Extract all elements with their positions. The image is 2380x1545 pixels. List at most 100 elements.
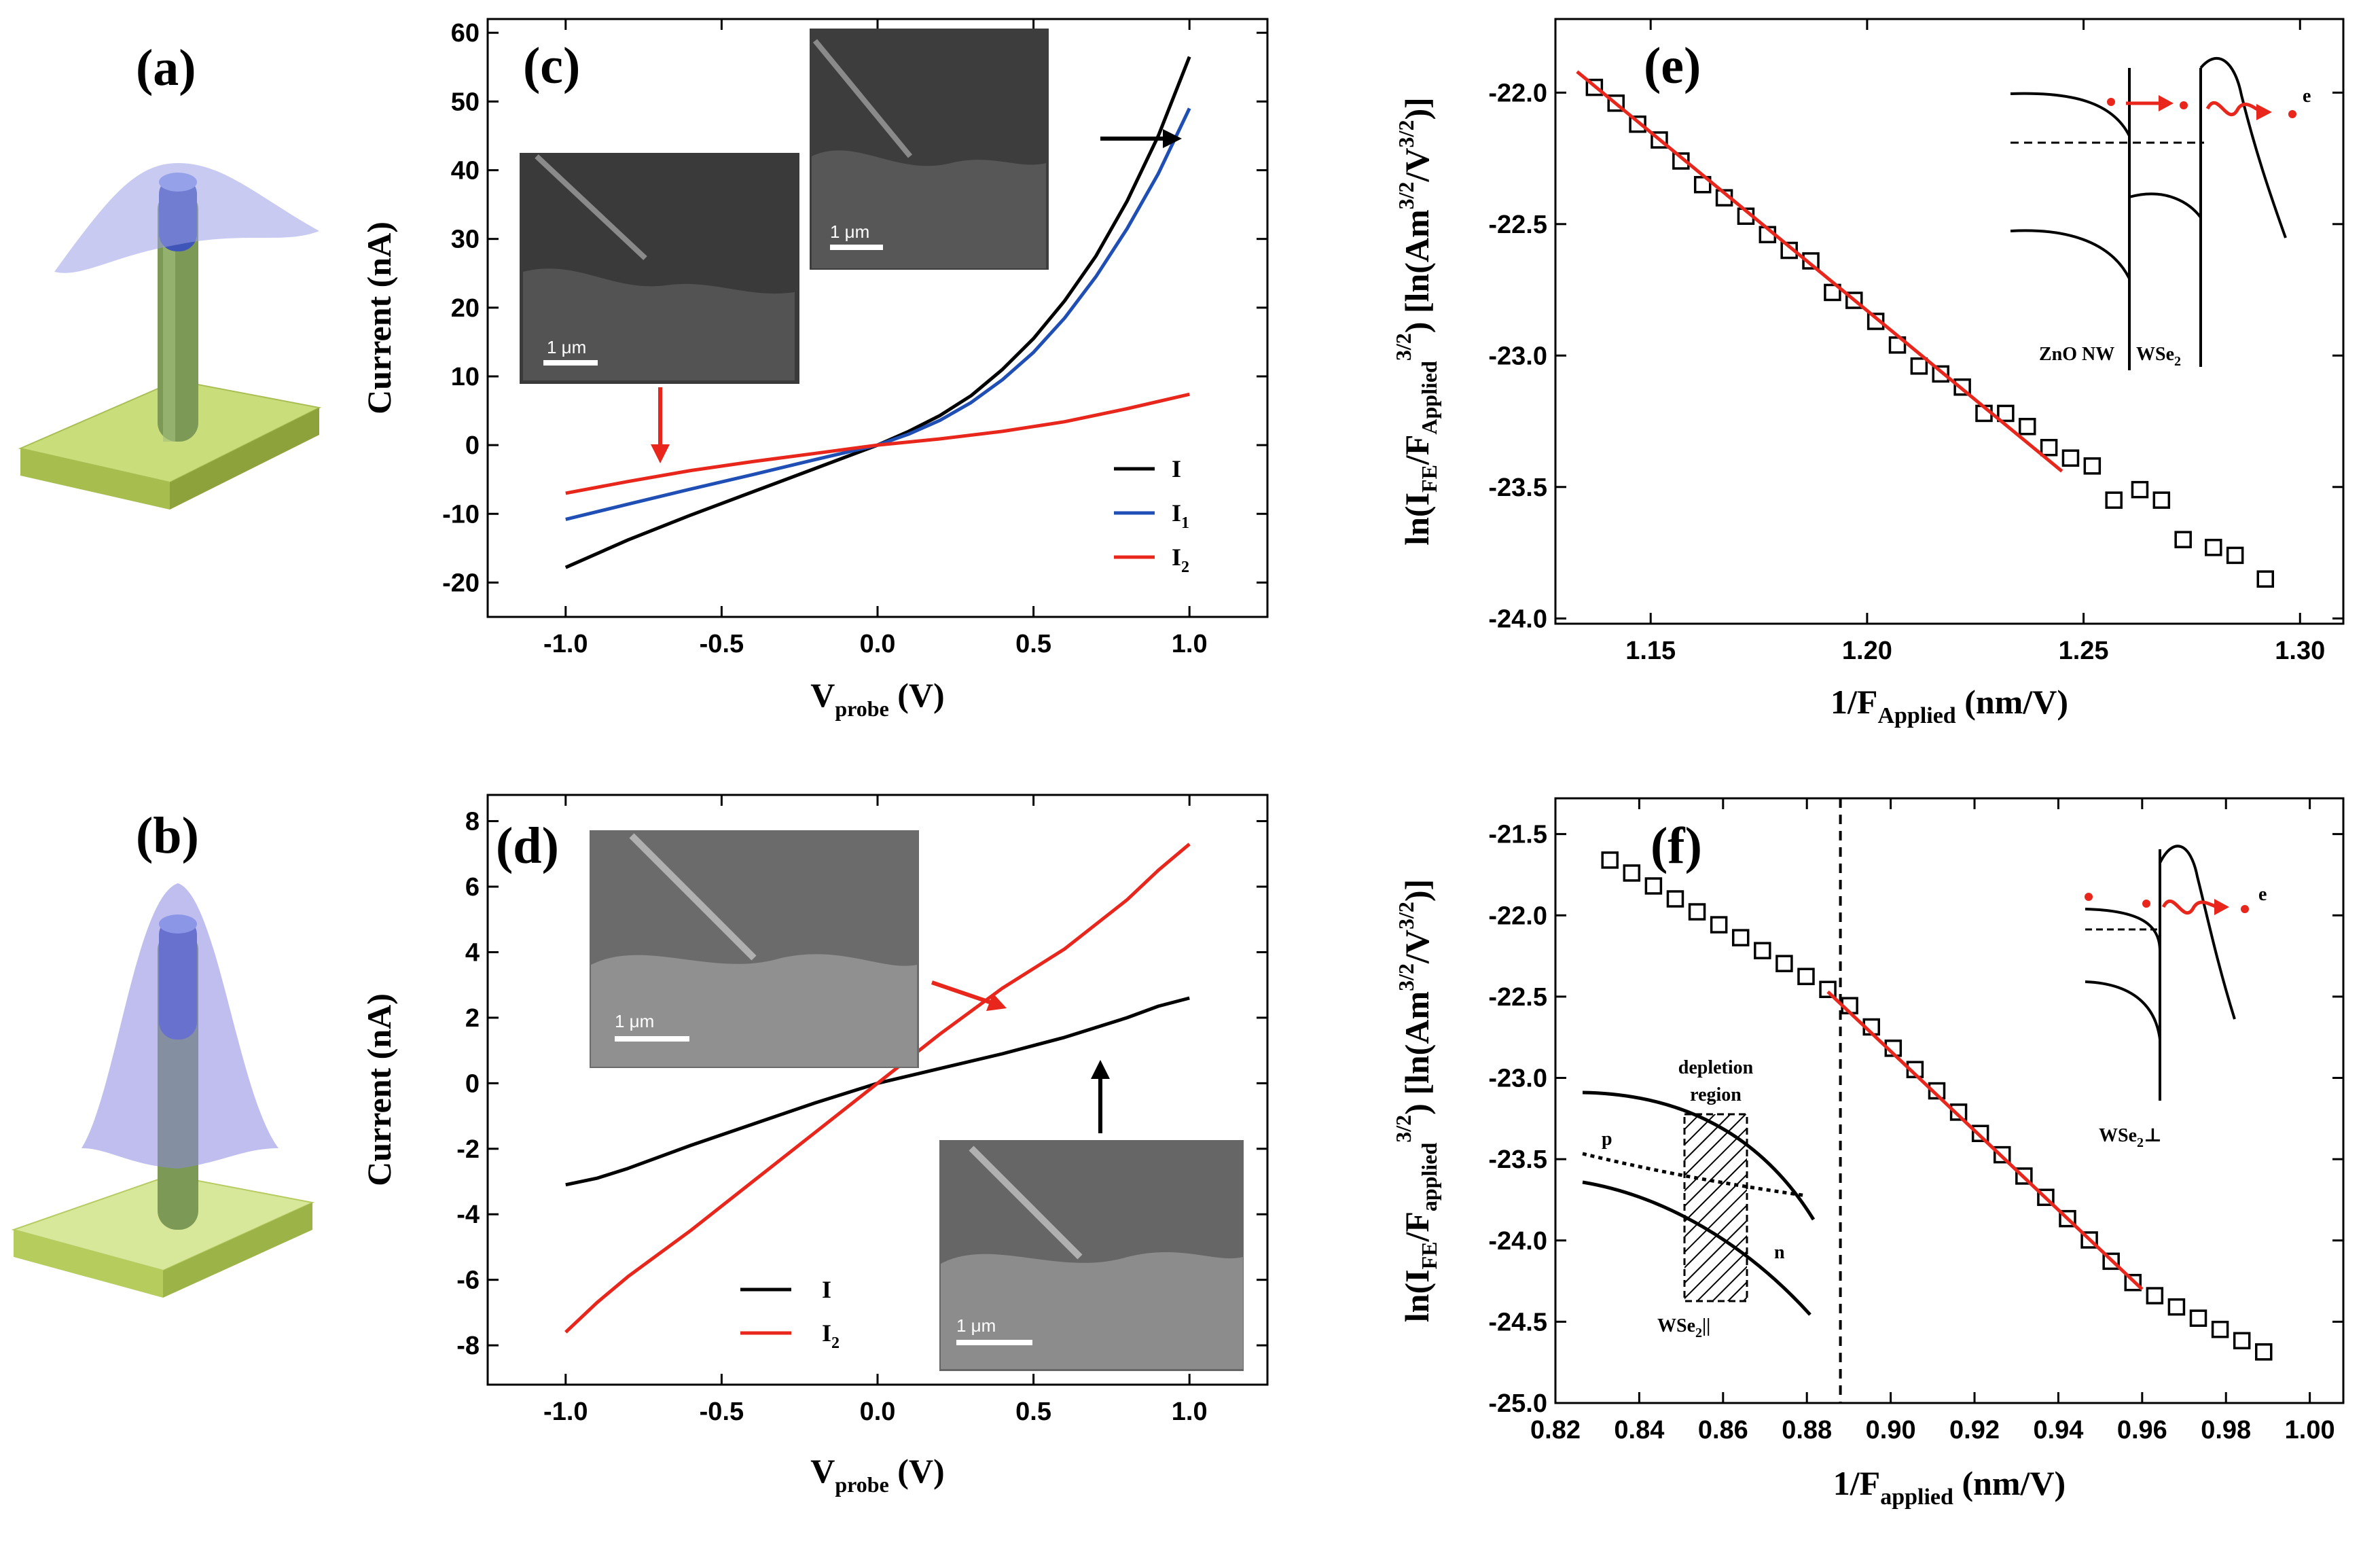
x-tick-label: 0.92 bbox=[1949, 1416, 2000, 1444]
arrow-red-d bbox=[931, 980, 1007, 1011]
scale-label: 1 μm bbox=[956, 1315, 996, 1336]
x-tick-label: 0.5 bbox=[1015, 1398, 1051, 1426]
data-point bbox=[2083, 457, 2102, 475]
data-point bbox=[1672, 152, 1690, 170]
legend-c: I I1 I2 bbox=[1114, 455, 1189, 576]
depletion-label: depletion bbox=[1678, 1057, 1754, 1078]
y-tick-label: 30 bbox=[451, 226, 480, 254]
substrate-side-right bbox=[163, 1203, 312, 1298]
wse2-label: WSe2 bbox=[2136, 344, 2181, 369]
data-point bbox=[1997, 404, 2015, 423]
data-point bbox=[1775, 955, 1793, 972]
x-tick-label: 0.96 bbox=[2117, 1416, 2167, 1444]
scale-bar bbox=[615, 1036, 689, 1042]
data-point bbox=[1731, 929, 1750, 946]
y-tick-label: 10 bbox=[451, 363, 480, 391]
y-tick-label: -23.0 bbox=[1488, 342, 1547, 370]
data-point bbox=[2226, 546, 2244, 565]
probe-tip bbox=[535, 154, 647, 260]
data-point bbox=[1949, 1103, 1968, 1121]
y-tick-label: -22.0 bbox=[1488, 902, 1547, 930]
panel-e: (e) 1.15 1.20 1.25 1.30 -24.0 -23.5 -23.0 -22.5… bbox=[1391, 18, 2345, 728]
wse2-parallel-label: WSe2|| bbox=[1657, 1315, 1710, 1340]
sem-texture bbox=[812, 150, 1046, 268]
x-tick-label: 1.00 bbox=[2285, 1416, 2335, 1444]
substrate-side-left bbox=[20, 448, 170, 510]
plot-frame-f bbox=[1554, 797, 2345, 1404]
x-tick-label: -0.5 bbox=[700, 630, 744, 658]
x-tick-label: 0.88 bbox=[1782, 1416, 1832, 1444]
y-tick-label: 0 bbox=[465, 431, 480, 460]
panel-label-e: (e) bbox=[1644, 37, 1701, 94]
zno-label: ZnO NW bbox=[2039, 344, 2114, 365]
data-point bbox=[2040, 438, 2058, 457]
data-point bbox=[1802, 252, 1820, 270]
scale-bar bbox=[956, 1340, 1032, 1345]
arrow-black-d bbox=[1091, 1060, 1110, 1133]
y-tick-label: -23.5 bbox=[1488, 474, 1547, 502]
y-axis-label-c: Current (nA) bbox=[360, 221, 398, 414]
data-point bbox=[2233, 1332, 2251, 1350]
data-point bbox=[2256, 570, 2275, 588]
x-tick-label: 0.98 bbox=[2201, 1416, 2251, 1444]
y-tick-label: -24.0 bbox=[1488, 1227, 1547, 1256]
x-tick-label: 1.30 bbox=[2275, 637, 2325, 665]
substrate-side-left bbox=[14, 1230, 163, 1298]
y-axis-label-d: Current (nA) bbox=[360, 993, 398, 1186]
y-axis-label-e: ln(IFE/FApplied3/2) [ln(Am3/2/V3/2)] bbox=[1391, 97, 1441, 546]
y-tick-label: -23.0 bbox=[1488, 1065, 1547, 1093]
y-tick-label: -4 bbox=[456, 1201, 480, 1229]
probe-tip bbox=[629, 833, 757, 961]
data-point bbox=[1644, 877, 1663, 895]
series-line-I2 bbox=[565, 392, 1190, 495]
panel-label-b: (b) bbox=[136, 807, 199, 864]
y-tick-label: -10 bbox=[442, 500, 480, 529]
x-tick-label: -1.0 bbox=[543, 630, 588, 658]
y-tick-label: -2 bbox=[456, 1135, 480, 1164]
band-diagram-inset-f: e WSe2⊥ bbox=[2085, 845, 2267, 1150]
data-point bbox=[1623, 864, 1641, 882]
panel-label-f: (f) bbox=[1651, 817, 1702, 874]
nanowire-highlight bbox=[163, 190, 175, 442]
y-tick-label: 20 bbox=[451, 294, 480, 323]
y-tick-label: -21.5 bbox=[1488, 821, 1547, 849]
panel-a-schematic: (a) bbox=[0, 27, 380, 571]
data-point bbox=[2152, 491, 2171, 509]
x-tick-label: 0.94 bbox=[2033, 1416, 2083, 1444]
data-point bbox=[2105, 491, 2123, 509]
substrate-side-right bbox=[170, 408, 319, 510]
data-point bbox=[1754, 942, 1771, 959]
panel-label-d: (d) bbox=[496, 817, 559, 874]
x-tick-label: 0.90 bbox=[1866, 1416, 1916, 1444]
x-tick-label: -0.5 bbox=[700, 1398, 744, 1426]
data-point bbox=[2205, 539, 2222, 556]
x-tick-label: 0.0 bbox=[860, 1398, 896, 1426]
data-point bbox=[1910, 357, 1928, 375]
panel-c: (c) -1.0 -0.5 0.0 0.5 1.0 -20 -10 0 10 20 30 40 50 60… bbox=[360, 18, 1269, 721]
data-point bbox=[2174, 531, 2192, 548]
data-point bbox=[1688, 903, 1706, 921]
depletion-region bbox=[1683, 1113, 1748, 1302]
data-point bbox=[1780, 241, 1798, 260]
field-distribution-broad bbox=[54, 163, 319, 273]
x-axis-label-d: Vprobe (V) bbox=[810, 1452, 944, 1497]
series-line-I bbox=[564, 56, 1191, 569]
y-tick-label: -25.0 bbox=[1488, 1389, 1547, 1418]
x-tick-label: 1.15 bbox=[1625, 637, 1676, 665]
data-point bbox=[1928, 1082, 1946, 1100]
panel-label-c: (c) bbox=[523, 37, 580, 94]
data-point bbox=[1867, 313, 1885, 330]
x-tick-label: 1.25 bbox=[2059, 637, 2109, 665]
x-axis-label-c: Vprobe (V) bbox=[810, 676, 944, 721]
series-line-I1 bbox=[565, 107, 1191, 521]
y-tick-label: 8 bbox=[465, 808, 480, 836]
scale-label: 1 μm bbox=[547, 337, 586, 357]
sem-inset-bottom-d: 1 μm bbox=[939, 1140, 1244, 1371]
data-point bbox=[2131, 480, 2149, 499]
sem-texture bbox=[941, 1251, 1243, 1369]
y-tick-label: -8 bbox=[456, 1332, 480, 1360]
series-line-I2 bbox=[564, 842, 1191, 1334]
y-tick-label: -22.0 bbox=[1488, 79, 1547, 107]
scale-label: 1 μm bbox=[830, 221, 869, 242]
